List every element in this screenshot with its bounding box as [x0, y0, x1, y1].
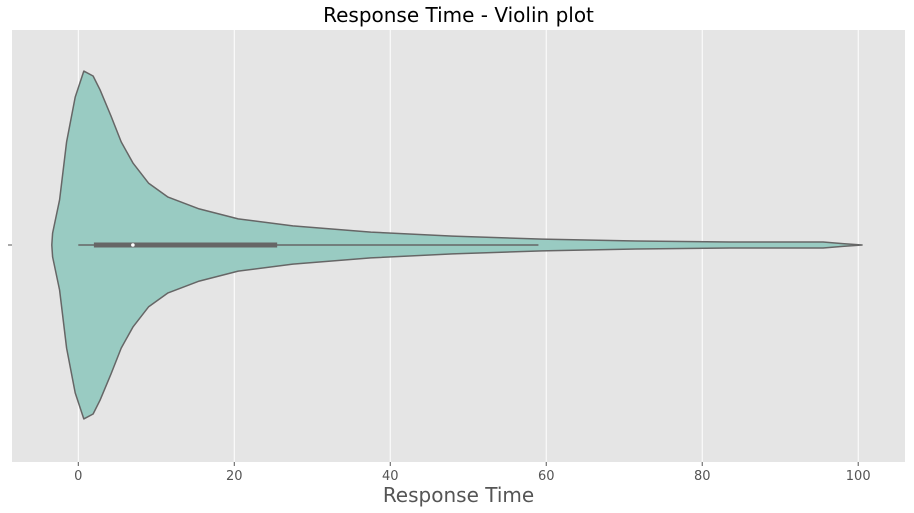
x-tick-label: 60 — [538, 469, 555, 484]
x-tick-label: 100 — [846, 469, 871, 484]
inner-box — [78, 242, 539, 248]
x-axis-label: Response Time — [383, 483, 534, 507]
x-axis-ticks: 0 20 40 60 80 100 — [74, 462, 871, 484]
x-tick-label: 40 — [382, 469, 399, 484]
median-marker — [131, 243, 135, 247]
x-tick-label: 0 — [74, 469, 82, 484]
chart-title: Response Time - Violin plot — [323, 3, 594, 27]
x-tick-label: 20 — [226, 469, 243, 484]
x-tick-label: 80 — [694, 469, 711, 484]
